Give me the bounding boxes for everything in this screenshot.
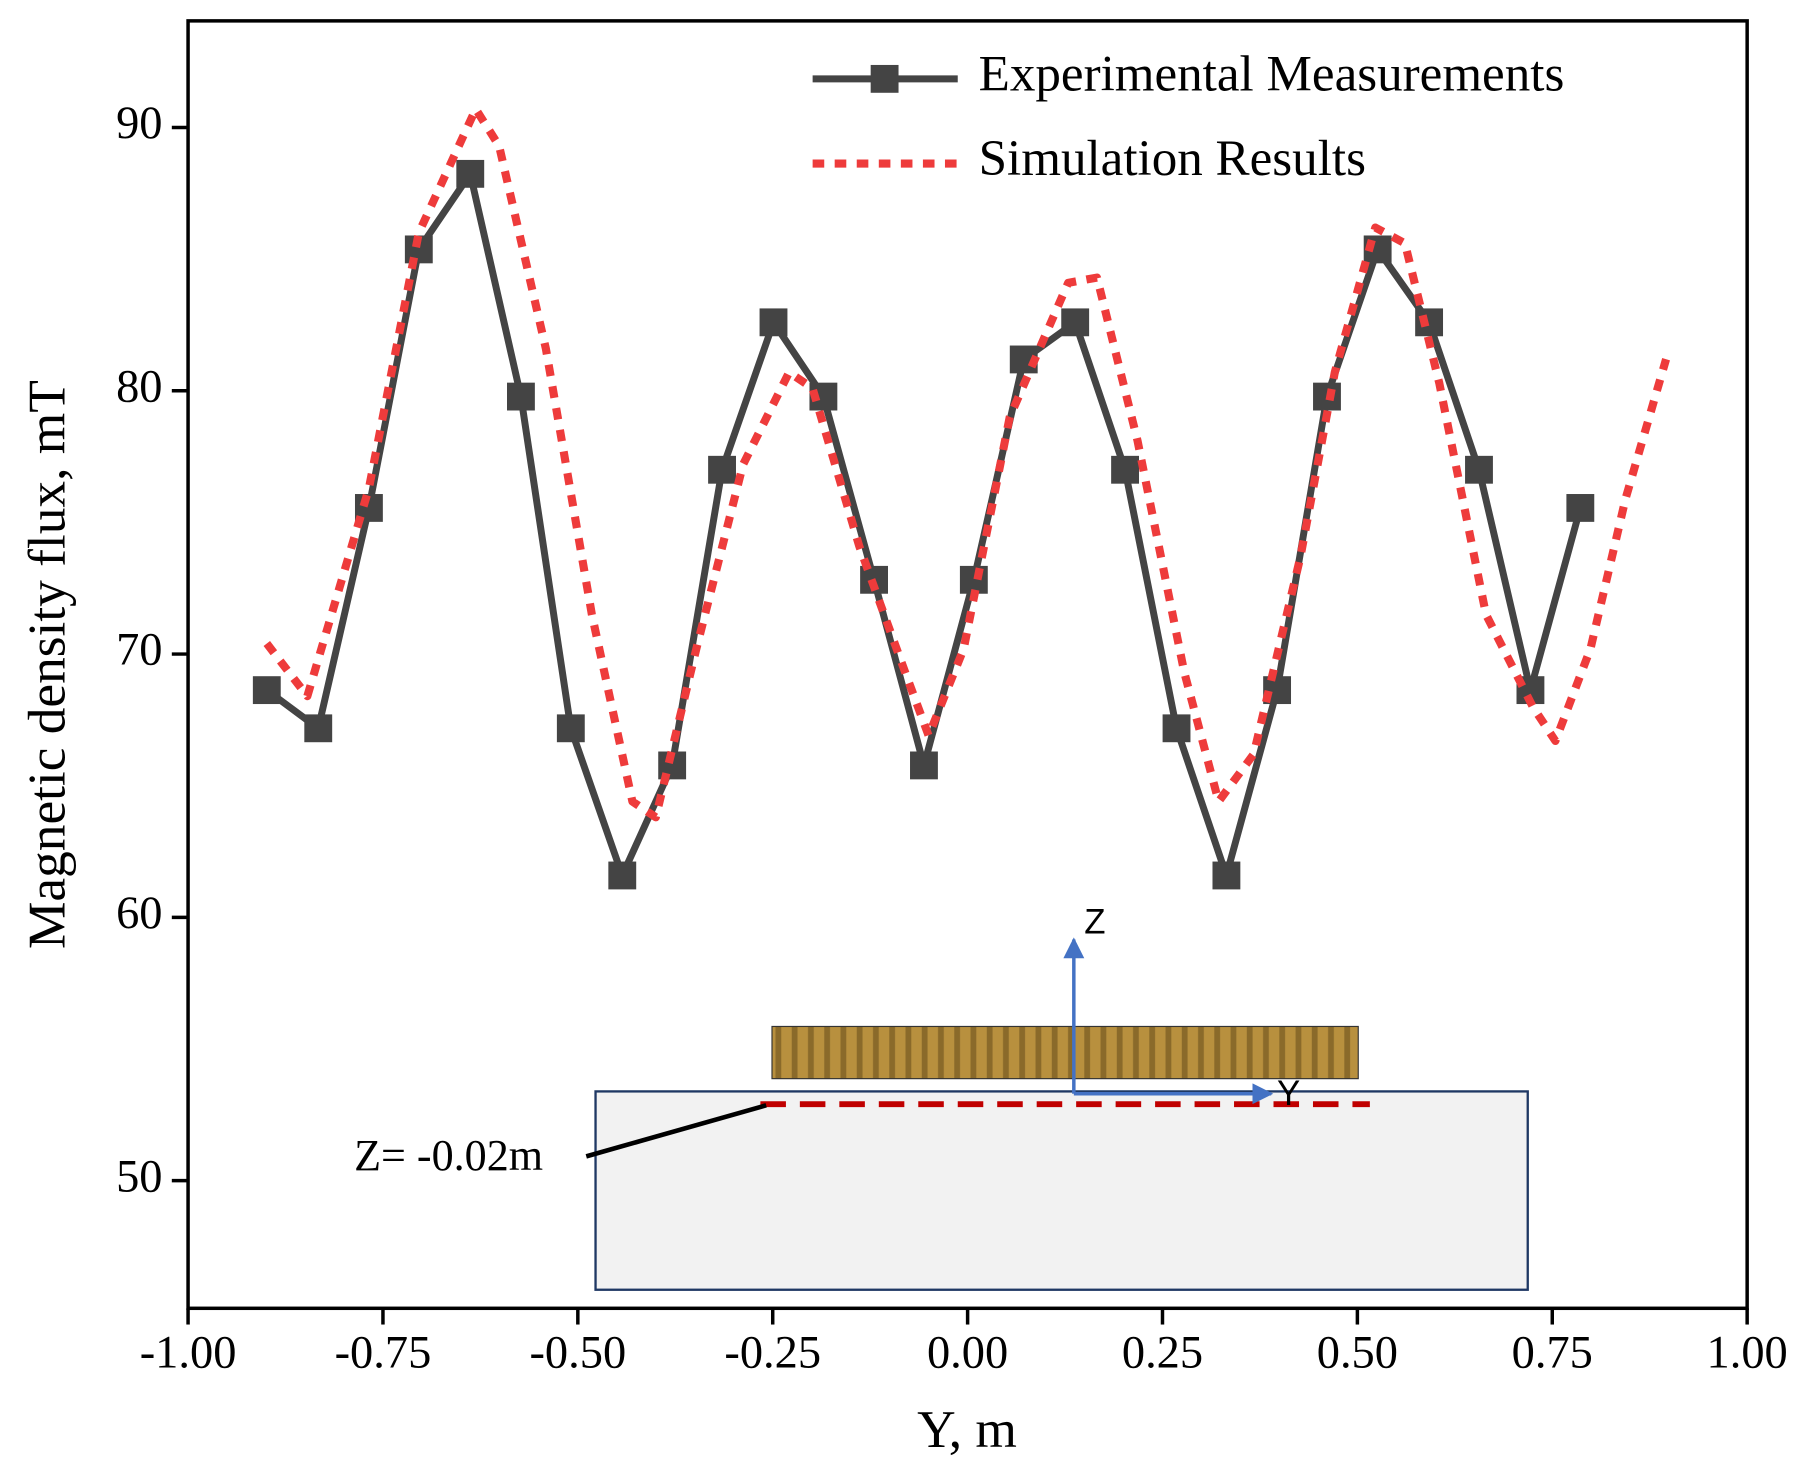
y-tick-label: 60 [116, 888, 162, 939]
marker [1415, 308, 1444, 337]
marker [506, 382, 535, 411]
annotation: Z= -0.02m [354, 1131, 543, 1180]
x-tick-label: 0.25 [1122, 1328, 1203, 1379]
marker [252, 676, 281, 705]
marker [1566, 494, 1595, 522]
inset-z-label: Z [1084, 903, 1105, 942]
y-tick-label: 50 [116, 1151, 162, 1202]
marker [910, 751, 938, 780]
legend-marker [870, 64, 899, 93]
annotation-leader [585, 1103, 767, 1159]
marker [456, 159, 485, 188]
marker [608, 861, 637, 890]
coil [771, 1025, 1359, 1080]
y-tick-label: 80 [116, 361, 162, 412]
x-tick-label: 1.00 [1707, 1328, 1788, 1379]
workpiece [594, 1090, 1529, 1291]
y-axis-label: Magnetic density flux, mT [16, 380, 76, 949]
marker [759, 308, 788, 337]
x-tick-label: -0.75 [335, 1328, 432, 1379]
x-tick-label: 0.75 [1512, 1328, 1593, 1379]
marker [304, 714, 333, 743]
legend: Experimental Measurements Simulation Resu… [812, 47, 1565, 187]
legend-label: Experimental Measurements [979, 47, 1565, 103]
marker [556, 714, 585, 743]
x-axis-label: Y, m [917, 1399, 1017, 1459]
x-tick-label: -0.50 [529, 1328, 626, 1379]
marker [1465, 455, 1493, 484]
marker [1111, 455, 1140, 484]
x-tick-label: 0.50 [1317, 1328, 1398, 1379]
marker [708, 455, 736, 484]
x-tick-label: 0.00 [927, 1328, 1008, 1379]
legend-label: Simulation Results [979, 131, 1366, 187]
marker [1212, 861, 1241, 890]
simulation-line [263, 105, 1670, 822]
x-tick-label: -1.00 [140, 1328, 237, 1379]
marker [1162, 714, 1191, 743]
y-tick-label: 90 [116, 98, 162, 149]
y-tick-label: 70 [116, 625, 162, 676]
plot-frame [186, 19, 1749, 1311]
marker [1061, 308, 1090, 337]
inset-y-label: Y [1277, 1074, 1300, 1113]
inset-diagram: Z Y Z= -0.02m [354, 903, 1529, 1291]
x-tick-label: -0.25 [724, 1328, 821, 1379]
